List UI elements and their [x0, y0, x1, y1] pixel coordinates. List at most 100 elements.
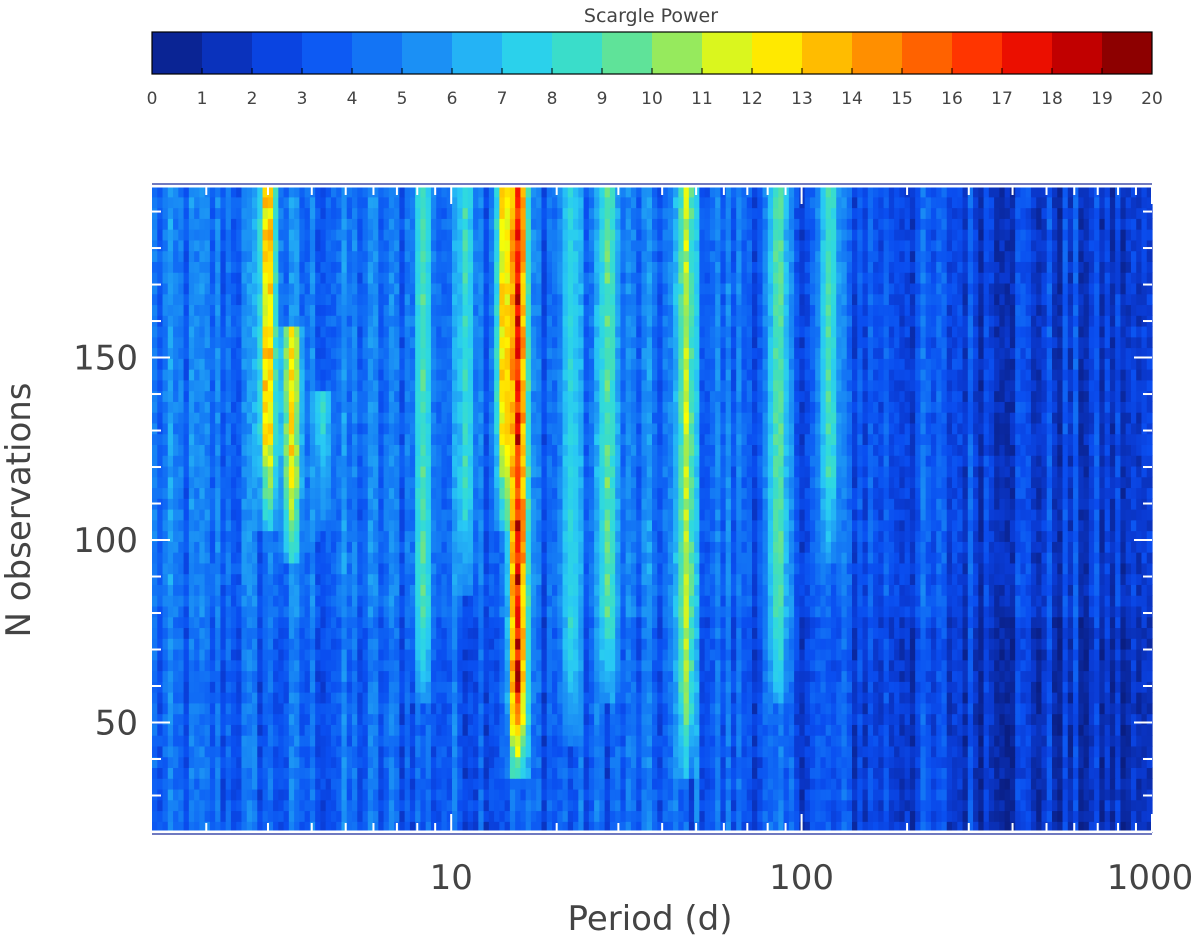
heatmap-cell	[736, 756, 743, 768]
heatmap-cell	[520, 767, 527, 779]
heatmap-cell	[936, 659, 943, 672]
heatmap-cell	[362, 648, 369, 661]
heatmap-cell	[409, 692, 416, 704]
heatmap-cell	[757, 638, 764, 650]
heatmap-cell	[183, 573, 190, 585]
heatmap-cell	[678, 616, 685, 629]
heatmap-cell	[609, 584, 616, 596]
heatmap-cell	[373, 724, 379, 736]
heatmap-cell	[852, 638, 858, 650]
heatmap-cell	[657, 616, 664, 629]
heatmap-cell	[1036, 778, 1043, 790]
heatmap-cell	[552, 595, 558, 607]
heatmap-cell	[620, 627, 627, 639]
heatmap-cell	[983, 767, 990, 779]
heatmap-cell	[888, 659, 895, 672]
heatmap-cell	[362, 756, 369, 768]
heatmap-cell	[336, 778, 343, 790]
heatmap-cell	[1004, 702, 1011, 715]
heatmap-cell	[278, 659, 285, 672]
heatmap-cell	[852, 788, 858, 801]
heatmap-cell	[183, 702, 190, 715]
heatmap-cell	[446, 735, 453, 747]
heatmap-cell	[878, 627, 885, 639]
heatmap-cell	[494, 810, 500, 822]
heatmap-cell	[194, 552, 200, 564]
heatmap-cell	[752, 799, 758, 812]
heatmap-cell	[552, 584, 558, 596]
heatmap-cell	[188, 745, 195, 758]
heatmap-cell	[936, 702, 943, 715]
heatmap-cell	[257, 616, 264, 629]
heatmap-cell	[857, 735, 864, 747]
heatmap-cell	[1036, 724, 1043, 736]
heatmap-cell	[1015, 552, 1022, 564]
heatmap-cell	[420, 605, 427, 618]
heatmap-cell	[494, 552, 500, 564]
heatmap-cell	[988, 605, 995, 618]
heatmap-cell	[825, 584, 832, 596]
heatmap-cell	[973, 713, 979, 725]
heatmap-cell	[657, 584, 664, 596]
heatmap-cell	[494, 756, 500, 768]
heatmap-cell	[546, 810, 553, 822]
heatmap-cell	[552, 799, 558, 812]
heatmap-cell	[452, 627, 458, 639]
heatmap-cell	[346, 778, 353, 790]
heatmap-cell	[673, 595, 679, 607]
heatmap-cell	[152, 692, 158, 704]
heatmap-cell	[978, 638, 985, 650]
heatmap-cell	[746, 788, 753, 801]
heatmap-cell	[499, 713, 506, 725]
heatmap-cell	[646, 681, 653, 693]
heatmap-cell	[183, 605, 190, 618]
heatmap-cell	[688, 767, 695, 779]
heatmap-cell	[630, 627, 637, 639]
heatmap-cell	[425, 681, 432, 693]
heatmap-cell	[904, 584, 911, 596]
heatmap-cell	[515, 788, 522, 801]
heatmap-cell	[415, 595, 422, 607]
heatmap-cell	[436, 584, 443, 596]
heatmap-cell	[225, 648, 232, 661]
heatmap-cell	[330, 616, 337, 629]
heatmap-cell	[620, 573, 627, 585]
heatmap-cell	[625, 702, 632, 715]
heatmap-cell	[930, 788, 937, 801]
heatmap-cell	[1030, 573, 1037, 585]
heatmap-cell	[699, 767, 706, 779]
heatmap-cell	[715, 627, 722, 639]
heatmap-cell	[1041, 573, 1048, 585]
heatmap-cell	[904, 648, 911, 661]
heatmap-cell	[920, 627, 927, 639]
heatmap-cell	[1130, 627, 1137, 639]
colorbar-tick-label: 2	[247, 89, 258, 109]
heatmap-cell	[494, 681, 500, 693]
heatmap-cell	[899, 692, 906, 704]
heatmap-cell	[752, 810, 758, 822]
heatmap-cell	[399, 584, 406, 596]
heatmap-cell	[199, 552, 206, 564]
heatmap-cell	[420, 788, 427, 801]
heatmap-cell	[183, 670, 190, 682]
heatmap-cell	[573, 821, 579, 833]
heatmap-cell	[767, 778, 774, 790]
heatmap-cell	[583, 584, 590, 596]
heatmap-cell	[236, 692, 243, 704]
heatmap-cell	[983, 778, 990, 790]
heatmap-cell	[967, 788, 974, 801]
heatmap-cell	[352, 799, 358, 812]
heatmap-cell	[252, 616, 258, 629]
heatmap-cell	[915, 735, 922, 747]
heatmap-cell	[252, 799, 258, 812]
heatmap-cell	[609, 605, 616, 618]
heatmap-cell	[557, 573, 564, 585]
heatmap-cell	[936, 799, 943, 812]
heatmap-cell	[336, 692, 343, 704]
heatmap-cell	[1125, 605, 1132, 618]
heatmap-cell	[920, 616, 927, 629]
heatmap-cell	[1120, 756, 1127, 768]
heatmap-cell	[1015, 799, 1022, 812]
heatmap-cell	[946, 552, 953, 564]
heatmap-cell	[430, 778, 437, 790]
